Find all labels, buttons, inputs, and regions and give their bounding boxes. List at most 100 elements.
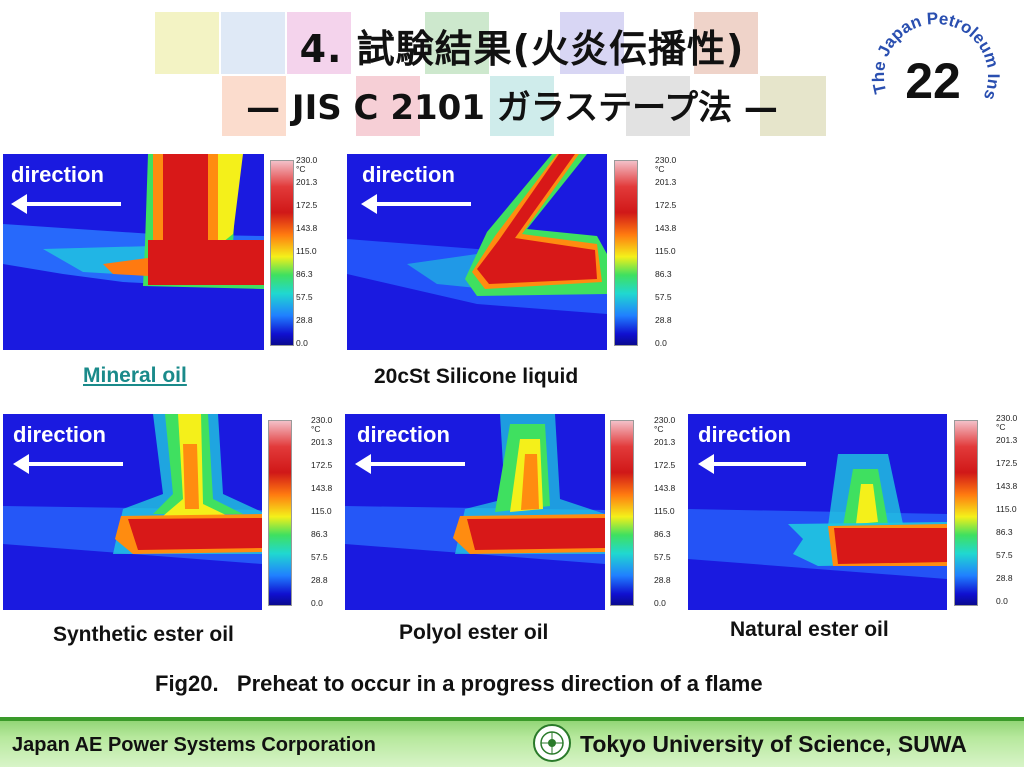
scale-tick: 0.0 bbox=[311, 598, 323, 608]
scale-tick: 143.8 bbox=[996, 481, 1018, 491]
scale-tick: 57.5 bbox=[655, 292, 672, 302]
scale-unit: °C bbox=[654, 424, 664, 434]
page-number: 22 bbox=[905, 53, 961, 109]
scale-unit: °C bbox=[996, 422, 1006, 432]
scale-tick: 201.3 bbox=[296, 177, 318, 187]
scale-tick: 28.8 bbox=[655, 315, 672, 325]
footer-left-company: Japan AE Power Systems Corporation bbox=[12, 734, 376, 756]
footer-bar: Japan AE Power Systems Corporation Tokyo… bbox=[0, 717, 1024, 767]
scale-tick: 172.5 bbox=[655, 200, 677, 210]
color-scale-ticks: 230.0 °C 201.3 172.5 143.8 115.0 86.3 57… bbox=[996, 414, 1024, 606]
university-emblem-icon bbox=[530, 723, 574, 763]
scale-tick: 57.5 bbox=[996, 550, 1013, 560]
scale-tick: 28.8 bbox=[996, 573, 1013, 583]
direction-arrow bbox=[355, 454, 465, 474]
scale-tick: 86.3 bbox=[311, 529, 328, 539]
scale-tick: 201.3 bbox=[654, 437, 676, 447]
caption-mineral-oil-link[interactable]: Mineral oil bbox=[83, 364, 187, 387]
deco-square bbox=[626, 76, 690, 136]
scale-tick: 57.5 bbox=[296, 292, 313, 302]
scale-tick: 172.5 bbox=[654, 460, 676, 470]
deco-square bbox=[356, 76, 420, 136]
caption-synthetic-ester-oil: Synthetic ester oil bbox=[53, 623, 234, 646]
color-scale-bar bbox=[954, 420, 978, 606]
footer-right-university: Tokyo University of Science, SUWA bbox=[580, 731, 967, 757]
caption-natural-ester-oil: Natural ester oil bbox=[730, 618, 889, 641]
direction-label: direction bbox=[13, 422, 106, 447]
scale-max-label: 230.0 bbox=[311, 415, 333, 425]
color-scale-bar bbox=[614, 160, 638, 346]
deco-square bbox=[490, 76, 554, 136]
scale-tick: 143.8 bbox=[654, 483, 676, 493]
scale-tick: 57.5 bbox=[311, 552, 328, 562]
slide-subtitle: — JIS C 2101 ガラステープ法 — bbox=[246, 88, 778, 128]
scale-max-label: 230.0 bbox=[654, 415, 676, 425]
scale-tick: 0.0 bbox=[996, 596, 1008, 606]
direction-arrow bbox=[361, 194, 471, 214]
scale-unit: °C bbox=[311, 424, 321, 434]
caption-silicone-liquid: 20cSt Silicone liquid bbox=[374, 365, 579, 388]
scale-tick: 143.8 bbox=[655, 223, 677, 233]
color-scale-ticks: 230.0 °C 201.3 172.5 143.8 115.0 86.3 57… bbox=[655, 156, 695, 348]
deco-square bbox=[222, 76, 286, 136]
direction-label: direction bbox=[357, 422, 450, 447]
slide-title: 4. 試験結果(火炎伝播性) bbox=[299, 27, 745, 71]
deco-square bbox=[221, 12, 285, 74]
jpi-seal: The Japan Petroleum Institute 22 bbox=[861, 0, 1006, 138]
scale-tick: 143.8 bbox=[311, 483, 333, 493]
scale-tick: 86.3 bbox=[996, 527, 1013, 537]
thermal-image-natural-ester-oil: direction bbox=[688, 414, 947, 610]
scale-tick: 172.5 bbox=[996, 458, 1018, 468]
direction-arrow bbox=[11, 194, 121, 214]
scale-tick: 28.8 bbox=[296, 315, 313, 325]
direction-label: direction bbox=[11, 162, 104, 187]
scale-unit: °C bbox=[296, 164, 306, 174]
scale-tick: 201.3 bbox=[996, 435, 1018, 445]
direction-arrow bbox=[698, 454, 806, 474]
scale-tick: 86.3 bbox=[655, 269, 672, 279]
scale-tick: 0.0 bbox=[654, 598, 666, 608]
deco-square bbox=[760, 76, 826, 136]
color-scale-ticks: 230.0 °C 201.3 172.5 143.8 115.0 86.3 57… bbox=[311, 416, 351, 608]
scale-tick: 115.0 bbox=[296, 246, 317, 256]
deco-square bbox=[560, 12, 624, 74]
direction-label: direction bbox=[362, 162, 455, 187]
thermal-image-polyol-ester-oil: direction bbox=[345, 414, 605, 610]
color-scale-ticks: 230.0 °C 201.3 172.5 143.8 115.0 86.3 57… bbox=[296, 156, 336, 348]
scale-tick: 201.3 bbox=[655, 177, 677, 187]
scale-tick: 28.8 bbox=[654, 575, 671, 585]
deco-square bbox=[694, 12, 758, 74]
scale-tick: 28.8 bbox=[311, 575, 328, 585]
scale-unit: °C bbox=[655, 164, 665, 174]
scale-tick: 115.0 bbox=[655, 246, 676, 256]
scale-tick: 172.5 bbox=[311, 460, 333, 470]
scale-tick: 0.0 bbox=[655, 338, 667, 348]
scale-max-label: 230.0 bbox=[655, 155, 677, 165]
thermal-image-synthetic-ester-oil: direction bbox=[3, 414, 262, 610]
color-scale-ticks: 230.0 °C 201.3 172.5 143.8 115.0 86.3 57… bbox=[654, 416, 694, 608]
footer-divider bbox=[0, 717, 1024, 721]
color-scale-bar bbox=[270, 160, 294, 346]
figure-caption: Fig20. Preheat to occur in a progress di… bbox=[155, 671, 763, 696]
deco-square bbox=[155, 12, 219, 74]
scale-max-label: 230.0 bbox=[996, 413, 1018, 423]
scale-tick: 115.0 bbox=[996, 504, 1017, 514]
deco-square bbox=[425, 12, 489, 74]
scale-max-label: 230.0 bbox=[296, 155, 318, 165]
thermal-image-silicone-liquid: direction bbox=[347, 154, 607, 350]
scale-tick: 201.3 bbox=[311, 437, 333, 447]
scale-tick: 0.0 bbox=[296, 338, 308, 348]
thermal-image-mineral-oil: direction bbox=[3, 154, 264, 350]
caption-polyol-ester-oil: Polyol ester oil bbox=[399, 621, 549, 644]
scale-tick: 115.0 bbox=[311, 506, 332, 516]
color-scale-bar bbox=[610, 420, 634, 606]
scale-tick: 172.5 bbox=[296, 200, 318, 210]
scale-tick: 86.3 bbox=[296, 269, 313, 279]
scale-tick: 57.5 bbox=[654, 552, 671, 562]
scale-tick: 115.0 bbox=[654, 506, 675, 516]
color-scale-bar bbox=[268, 420, 292, 606]
deco-square bbox=[287, 12, 351, 74]
direction-label: direction bbox=[698, 422, 791, 447]
direction-arrow bbox=[13, 454, 123, 474]
scale-tick: 143.8 bbox=[296, 223, 318, 233]
